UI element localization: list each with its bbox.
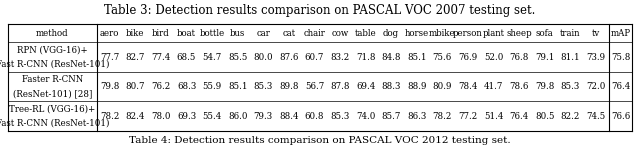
- Text: 82.4: 82.4: [125, 112, 145, 121]
- Text: chair: chair: [303, 29, 325, 38]
- Text: 76.8: 76.8: [509, 53, 529, 62]
- Text: 82.7: 82.7: [125, 53, 145, 62]
- Text: method: method: [36, 29, 68, 38]
- Text: 86.3: 86.3: [407, 112, 426, 121]
- Text: 73.9: 73.9: [586, 53, 605, 62]
- Text: 85.1: 85.1: [407, 53, 426, 62]
- Text: 84.8: 84.8: [381, 53, 401, 62]
- Text: person: person: [453, 29, 483, 38]
- Text: plant: plant: [483, 29, 504, 38]
- Text: 76.6: 76.6: [611, 112, 630, 121]
- Text: train: train: [560, 29, 580, 38]
- Text: 85.5: 85.5: [228, 53, 248, 62]
- Text: RPN (VGG-16)+: RPN (VGG-16)+: [17, 46, 88, 55]
- Text: dog: dog: [383, 29, 399, 38]
- Text: tv: tv: [591, 29, 600, 38]
- Text: 78.0: 78.0: [151, 112, 171, 121]
- Text: sheep: sheep: [506, 29, 532, 38]
- Text: Tree-RL (VGG-16)+: Tree-RL (VGG-16)+: [9, 105, 95, 114]
- Text: 82.2: 82.2: [561, 112, 580, 121]
- Text: 69.4: 69.4: [356, 82, 375, 91]
- Text: 85.7: 85.7: [381, 112, 401, 121]
- Text: 60.8: 60.8: [305, 112, 324, 121]
- Text: bird: bird: [152, 29, 170, 38]
- Text: 72.0: 72.0: [586, 82, 605, 91]
- Text: 77.2: 77.2: [458, 112, 477, 121]
- Text: 51.4: 51.4: [484, 112, 503, 121]
- Text: boat: boat: [177, 29, 196, 38]
- Text: bottle: bottle: [200, 29, 225, 38]
- Text: 79.8: 79.8: [535, 82, 554, 91]
- Text: mbike: mbike: [429, 29, 456, 38]
- Text: 69.3: 69.3: [177, 112, 196, 121]
- Text: 75.6: 75.6: [433, 53, 452, 62]
- Text: (ResNet-101) [28]: (ResNet-101) [28]: [13, 89, 92, 98]
- Text: 80.5: 80.5: [535, 112, 554, 121]
- Text: 56.7: 56.7: [305, 82, 324, 91]
- Text: 76.9: 76.9: [458, 53, 477, 62]
- Text: 88.9: 88.9: [407, 82, 426, 91]
- Text: 87.6: 87.6: [279, 53, 298, 62]
- Text: 81.1: 81.1: [561, 53, 580, 62]
- Text: car: car: [257, 29, 270, 38]
- Text: 80.0: 80.0: [253, 53, 273, 62]
- Text: Faster R-CNN: Faster R-CNN: [22, 75, 83, 84]
- Text: 77.4: 77.4: [151, 53, 171, 62]
- Text: Fast R-CNN (ResNet-101): Fast R-CNN (ResNet-101): [0, 60, 109, 68]
- Text: 41.7: 41.7: [484, 82, 503, 91]
- Text: 78.4: 78.4: [458, 82, 477, 91]
- Text: 83.2: 83.2: [330, 53, 349, 62]
- Text: 88.4: 88.4: [279, 112, 299, 121]
- Text: cat: cat: [282, 29, 296, 38]
- Text: Fast R-CNN (ResNet-101): Fast R-CNN (ResNet-101): [0, 118, 109, 127]
- Text: 54.7: 54.7: [202, 53, 221, 62]
- Text: 68.3: 68.3: [177, 82, 196, 91]
- Text: 80.7: 80.7: [125, 82, 145, 91]
- Text: 89.8: 89.8: [279, 82, 299, 91]
- Text: 85.3: 85.3: [330, 112, 349, 121]
- Text: Table 4: Detection results comparison on PASCAL VOC 2012 testing set.: Table 4: Detection results comparison on…: [129, 136, 511, 145]
- Text: table: table: [355, 29, 376, 38]
- Text: cow: cow: [332, 29, 349, 38]
- Text: 85.1: 85.1: [228, 82, 248, 91]
- Text: mAP: mAP: [611, 29, 630, 38]
- Text: 78.6: 78.6: [509, 82, 529, 91]
- Text: 86.0: 86.0: [228, 112, 248, 121]
- Text: 80.9: 80.9: [433, 82, 452, 91]
- Text: 76.4: 76.4: [509, 112, 529, 121]
- Text: 78.2: 78.2: [433, 112, 452, 121]
- Text: bike: bike: [126, 29, 145, 38]
- Text: Table 3: Detection results comparison on PASCAL VOC 2007 testing set.: Table 3: Detection results comparison on…: [104, 4, 536, 17]
- Text: 78.2: 78.2: [100, 112, 120, 121]
- Text: 79.1: 79.1: [535, 53, 554, 62]
- Text: 76.2: 76.2: [151, 82, 171, 91]
- Text: 55.4: 55.4: [202, 112, 221, 121]
- Text: 77.7: 77.7: [100, 53, 120, 62]
- Text: 79.8: 79.8: [100, 82, 120, 91]
- Text: 68.5: 68.5: [177, 53, 196, 62]
- Text: aero: aero: [100, 29, 120, 38]
- Text: horse: horse: [404, 29, 429, 38]
- Text: 87.8: 87.8: [330, 82, 349, 91]
- Text: 88.3: 88.3: [381, 82, 401, 91]
- Text: 76.4: 76.4: [611, 82, 630, 91]
- Text: 74.5: 74.5: [586, 112, 605, 121]
- Text: 55.9: 55.9: [202, 82, 221, 91]
- Text: sofa: sofa: [536, 29, 554, 38]
- Text: 71.8: 71.8: [356, 53, 375, 62]
- Text: 79.3: 79.3: [253, 112, 273, 121]
- Text: 85.3: 85.3: [253, 82, 273, 91]
- Text: 60.7: 60.7: [305, 53, 324, 62]
- Text: 52.0: 52.0: [484, 53, 503, 62]
- Text: 75.8: 75.8: [611, 53, 630, 62]
- Text: 85.3: 85.3: [561, 82, 580, 91]
- Text: 74.0: 74.0: [356, 112, 375, 121]
- Text: bus: bus: [230, 29, 245, 38]
